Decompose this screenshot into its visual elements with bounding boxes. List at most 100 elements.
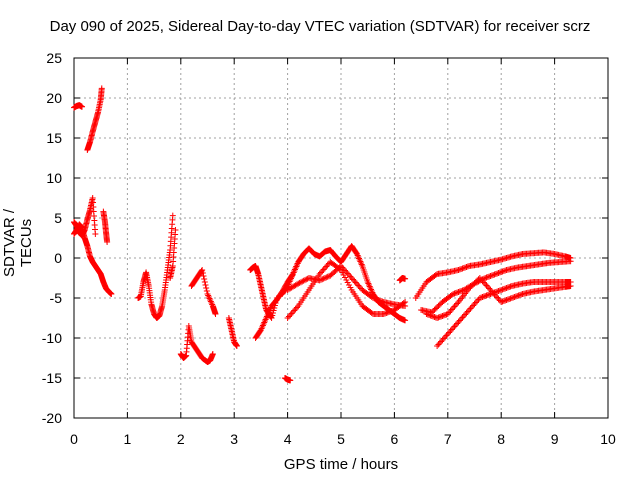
data-point bbox=[466, 285, 473, 292]
data-point bbox=[434, 343, 441, 349]
data-point bbox=[567, 258, 574, 265]
series-segment-17 bbox=[396, 275, 409, 284]
data-point bbox=[317, 269, 324, 276]
data-point bbox=[458, 316, 465, 322]
y-tick-label: -15 bbox=[42, 370, 62, 386]
data-point bbox=[98, 85, 105, 92]
data-point bbox=[448, 326, 455, 333]
y-tick-label: 25 bbox=[46, 50, 62, 66]
data-point bbox=[200, 273, 207, 279]
series-segment-10 bbox=[225, 315, 240, 349]
series-segment-20 bbox=[434, 279, 574, 349]
series-segment-08 bbox=[177, 323, 216, 365]
data-point bbox=[455, 319, 462, 325]
x-tick-label: 2 bbox=[177, 431, 185, 447]
data-point bbox=[490, 290, 497, 296]
data-point bbox=[452, 302, 459, 308]
data-point bbox=[201, 279, 208, 285]
data-point bbox=[454, 300, 461, 307]
data-point bbox=[209, 351, 216, 357]
data-point bbox=[199, 270, 206, 276]
data-point bbox=[472, 299, 479, 306]
data-point bbox=[435, 341, 442, 348]
series-segment-02 bbox=[84, 85, 105, 153]
data-point bbox=[354, 281, 361, 287]
series-segment-04 bbox=[71, 195, 99, 239]
series-segment-16 bbox=[284, 259, 409, 321]
data-point bbox=[284, 315, 291, 321]
data-point bbox=[431, 306, 438, 313]
data-point bbox=[438, 338, 445, 345]
data-point bbox=[319, 268, 326, 274]
data-point bbox=[202, 282, 209, 288]
data-point bbox=[459, 314, 466, 321]
x-tick-label: 4 bbox=[284, 431, 292, 447]
x-tick-label: 3 bbox=[230, 431, 238, 447]
data-point bbox=[468, 304, 475, 310]
data-point bbox=[300, 277, 307, 284]
data-points bbox=[71, 85, 574, 384]
series-segment-11 bbox=[247, 263, 280, 321]
data-point bbox=[462, 311, 469, 318]
data-point bbox=[319, 276, 326, 283]
data-point bbox=[203, 285, 210, 291]
data-point bbox=[201, 276, 208, 282]
data-point bbox=[301, 277, 308, 284]
grid bbox=[74, 58, 608, 418]
series-segment-14 bbox=[279, 243, 409, 324]
data-point bbox=[288, 310, 295, 317]
data-point bbox=[303, 276, 310, 283]
series-segment-19 bbox=[418, 258, 574, 316]
data-point bbox=[467, 284, 474, 291]
data-point bbox=[296, 279, 303, 286]
data-point bbox=[92, 231, 99, 237]
series-segment-15 bbox=[284, 263, 409, 309]
data-point bbox=[471, 280, 478, 287]
series-segment-01 bbox=[71, 102, 86, 111]
data-point bbox=[483, 282, 490, 289]
y-axis-label: SDTVAR / TECUs bbox=[1, 208, 35, 278]
x-tick-label: 8 bbox=[497, 431, 505, 447]
data-point bbox=[324, 273, 331, 280]
axes bbox=[73, 57, 609, 419]
x-tick-label: 7 bbox=[444, 431, 452, 447]
data-point bbox=[494, 294, 501, 301]
x-tick-label: 5 bbox=[337, 431, 345, 447]
data-point bbox=[344, 270, 351, 277]
data-point bbox=[400, 300, 407, 306]
data-point bbox=[299, 278, 306, 285]
data-point bbox=[203, 288, 210, 294]
data-point bbox=[323, 274, 330, 281]
data-point bbox=[368, 310, 375, 316]
data-point bbox=[436, 301, 443, 308]
data-point bbox=[456, 317, 463, 324]
tick-labels: 0 1 2 3 4 5 6 7 8 9 10 -20 -15 -10 -5 0 5 10 15 20 25 bbox=[42, 50, 616, 447]
y-tick-label: 15 bbox=[46, 130, 62, 146]
data-point bbox=[347, 273, 354, 280]
y-tick-label: -20 bbox=[42, 410, 62, 426]
x-tick-label: 0 bbox=[70, 431, 78, 447]
data-point bbox=[351, 278, 358, 284]
y-tick-label: 10 bbox=[46, 170, 62, 186]
data-point bbox=[336, 266, 343, 272]
data-point bbox=[199, 267, 206, 273]
series-segment-06 bbox=[135, 212, 176, 321]
data-point bbox=[348, 275, 355, 281]
data-point bbox=[402, 275, 409, 282]
data-point bbox=[321, 275, 328, 281]
data-point bbox=[471, 301, 478, 307]
data-point bbox=[460, 313, 467, 319]
data-point bbox=[295, 280, 302, 287]
data-point bbox=[320, 275, 327, 282]
data-point bbox=[451, 303, 458, 310]
data-point bbox=[435, 302, 442, 309]
data-point bbox=[320, 266, 327, 273]
data-point bbox=[470, 281, 477, 288]
data-point bbox=[356, 284, 363, 290]
data-point bbox=[434, 304, 441, 311]
data-point bbox=[430, 308, 437, 315]
data-point bbox=[464, 308, 471, 315]
series-segment-07 bbox=[167, 227, 179, 281]
data-point bbox=[472, 278, 479, 285]
